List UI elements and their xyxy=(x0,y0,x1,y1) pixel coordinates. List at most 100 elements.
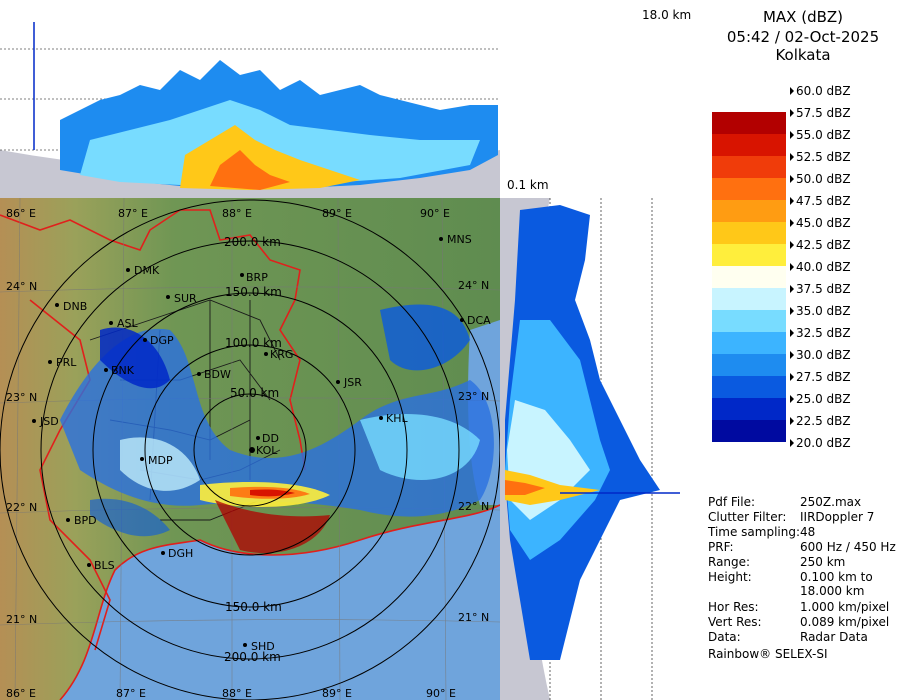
lon-label-90-bottom: 90° E xyxy=(426,687,456,700)
legend-label: 30.0 dBZ xyxy=(790,348,851,362)
cross-section-right xyxy=(500,198,700,700)
height-scale-bottom-label: 0.1 km xyxy=(507,178,549,192)
legend-label: 52.5 dBZ xyxy=(790,150,851,164)
info-key: Data: xyxy=(708,630,741,644)
info-value: IIRDoppler 7 xyxy=(800,510,875,524)
legend-swatch xyxy=(712,200,786,222)
map-sea xyxy=(60,505,500,700)
map-panel: 50.0 km 100.0 km 150.0 km 200.0 km 150.0… xyxy=(0,198,500,700)
station-asl: ASL xyxy=(117,317,139,330)
station-jsr: JSR xyxy=(343,376,362,389)
station-dgp: DGP xyxy=(150,334,174,347)
legend-swatch xyxy=(712,156,786,178)
station-mdp: MDP xyxy=(148,454,173,467)
legend-label: 40.0 dBZ xyxy=(790,260,851,274)
info-value: 48 xyxy=(800,525,816,539)
legend-swatch xyxy=(712,376,786,398)
lon-label-90-top: 90° E xyxy=(420,207,450,220)
info-key: Hor Res: xyxy=(708,600,759,614)
ring-label-100: 100.0 km xyxy=(225,336,282,350)
station-jsd: JSD xyxy=(39,415,59,428)
info-value: 0.089 km/pixel xyxy=(800,615,890,629)
legend-label: 20.0 dBZ xyxy=(790,436,851,450)
station-shd: SHD xyxy=(251,640,275,653)
echo-field xyxy=(60,304,494,554)
map-coastline xyxy=(59,504,500,700)
legend-label: 35.0 dBZ xyxy=(790,304,851,318)
legend-swatch xyxy=(712,112,786,134)
lat-label-21-left: 21° N xyxy=(6,613,37,626)
cross-section-top xyxy=(0,0,500,198)
station-dgh: DGH xyxy=(168,547,193,560)
legend-swatch xyxy=(712,420,786,442)
station-dnb: DNB xyxy=(63,300,87,313)
right-profile-core xyxy=(505,470,600,505)
info-key: Height: xyxy=(708,570,752,584)
info-key: Pdf File: xyxy=(708,495,756,509)
range-rings xyxy=(0,199,500,700)
legend-swatch xyxy=(712,332,786,354)
lat-label-24-left: 24° N xyxy=(6,280,37,293)
station-dca: DCA xyxy=(467,314,491,327)
ring-label-200: 200.0 km xyxy=(224,235,281,249)
info-value: 250 km xyxy=(800,555,846,569)
lat-label-22-left: 22° N xyxy=(6,501,37,514)
credit: Rainbow® SELEX-SI xyxy=(708,647,828,661)
legend-label: 47.5 dBZ xyxy=(790,194,851,208)
station-dmk: DMK xyxy=(134,264,160,277)
lat-label-24-right: 24° N xyxy=(458,279,489,292)
station-krg: KRG xyxy=(270,348,293,361)
legend-label: 50.0 dBZ xyxy=(790,172,851,186)
legend-swatch xyxy=(712,266,786,288)
legend-label: 55.0 dBZ xyxy=(790,128,851,142)
info-key: Vert Res: xyxy=(708,615,762,629)
lat-label-22-right: 22° N xyxy=(458,500,489,513)
legend-swatch xyxy=(712,90,786,112)
product-title: MAX (dBZ) xyxy=(762,8,844,26)
info-value: 0.100 km to 18.000 km xyxy=(800,570,873,598)
lon-label-89-top: 89° E xyxy=(322,207,352,220)
right-profile-peak xyxy=(505,480,545,495)
lon-label-87-top: 87° E xyxy=(118,207,148,220)
lat-label-21-right: 21° N xyxy=(458,611,489,624)
ring-label-150-south: 150.0 km xyxy=(225,600,282,614)
legend-swatch xyxy=(712,310,786,332)
station-brp: BRP xyxy=(246,271,268,284)
info-value: 600 Hz / 450 Hz xyxy=(800,540,896,554)
station-mns: MNS xyxy=(447,233,472,246)
station-khl: KHL xyxy=(386,412,408,425)
legend-label: 25.0 dBZ xyxy=(790,392,851,406)
info-key: Range: xyxy=(708,555,751,569)
product-datetime: 05:42 / 02-Oct-2025 xyxy=(726,28,880,46)
station-bpd: BPD xyxy=(74,514,97,527)
lon-label-86-bottom: 86° E xyxy=(6,687,36,700)
legend-swatch xyxy=(712,288,786,310)
height-scale-top-label: 18.0 km xyxy=(642,8,692,22)
station-bdw: BDW xyxy=(204,368,231,381)
ring-label-50: 50.0 km xyxy=(230,386,279,400)
legend-label: 45.0 dBZ xyxy=(790,216,851,230)
legend-swatch xyxy=(712,354,786,376)
info-key: Clutter Filter: xyxy=(708,510,787,524)
legend-label: 60.0 dBZ xyxy=(790,84,851,98)
lon-label-86-top: 86° E xyxy=(6,207,36,220)
product-station: Kolkata xyxy=(775,46,831,64)
ring-label-200-south: 200.0 km xyxy=(224,650,281,664)
legend-swatch xyxy=(712,222,786,244)
ring-label-150: 150.0 km xyxy=(225,285,282,299)
station-bnk: BNK xyxy=(111,364,135,377)
legend-swatch xyxy=(712,244,786,266)
station-kol: KOL xyxy=(256,444,278,457)
lat-label-23-right: 23° N xyxy=(458,390,489,403)
lon-label-89-bottom: 89° E xyxy=(322,687,352,700)
legend-label: 37.5 dBZ xyxy=(790,282,851,296)
station-prl: PRL xyxy=(56,356,77,369)
legend-label: 22.5 dBZ xyxy=(790,414,851,428)
range-ring-labels: 50.0 km 100.0 km 150.0 km 200.0 km 150.0… xyxy=(224,235,282,664)
info-key: Time sampling: xyxy=(708,525,801,539)
state-border xyxy=(0,209,306,651)
lat-label-23-left: 23° N xyxy=(6,391,37,404)
lon-label-88-top: 88° E xyxy=(222,207,252,220)
station-bls: BLS xyxy=(94,559,115,572)
info-value: 250Z.max xyxy=(800,495,862,509)
